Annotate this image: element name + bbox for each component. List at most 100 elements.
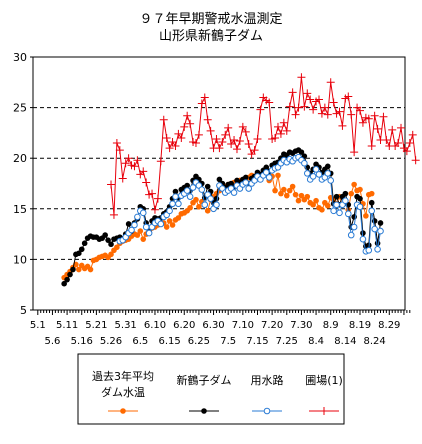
data-point-field [350, 148, 359, 157]
data-point-field [238, 122, 247, 131]
data-point-field [174, 129, 183, 138]
data-point-dam [61, 280, 67, 287]
data-point-dam [125, 221, 132, 227]
data-point-avg3yr [204, 208, 211, 214]
data-point-field [402, 147, 411, 156]
x-tick-label: 7.30 [290, 320, 312, 331]
data-point-field [227, 140, 236, 149]
data-point-avg3yr [363, 213, 369, 219]
data-point-field [335, 107, 344, 116]
data-point-avg3yr [319, 207, 325, 213]
data-point-dam [324, 163, 331, 170]
data-point-canal [303, 170, 311, 177]
data-point-dam [184, 182, 190, 189]
data-point-canal [134, 213, 141, 221]
data-point-field [382, 135, 391, 144]
x-tick-label: 7.25 [276, 336, 298, 347]
data-point-canal [172, 193, 179, 200]
data-point-field [197, 99, 206, 108]
data-point-avg3yr [175, 215, 182, 221]
data-point-field [200, 93, 209, 102]
data-point-canal [230, 189, 238, 196]
data-point-field [394, 139, 403, 148]
data-point-field [306, 95, 315, 104]
x-tick-label: 5.1 [30, 320, 46, 331]
data-point-field [168, 138, 177, 147]
x-tick-label: 7.5 [220, 336, 236, 347]
data-point-canal [350, 223, 358, 231]
data-point-dam [81, 240, 88, 247]
data-point-avg3yr [368, 190, 375, 197]
data-point-field [162, 133, 171, 142]
data-point-field [232, 145, 241, 154]
data-point-canal [309, 173, 317, 180]
data-point-dam [368, 199, 375, 206]
data-point-avg3yr [275, 172, 281, 179]
data-point-avg3yr [137, 228, 144, 234]
legend-label-canal: 用水路 [251, 374, 284, 387]
data-point-dam [374, 240, 381, 247]
data-point-avg3yr [272, 187, 278, 194]
data-point-field [115, 146, 124, 155]
data-point-canal [131, 221, 138, 229]
x-tick-label: 8.19 [349, 320, 371, 331]
data-point-dam [360, 230, 366, 236]
data-point-field [344, 92, 353, 101]
x-tick-label: 6.30 [202, 320, 224, 331]
data-point-avg3yr [134, 232, 141, 238]
data-point-field [370, 111, 379, 120]
data-point-field [153, 194, 162, 203]
data-point-dam [242, 174, 249, 181]
data-point-field [109, 210, 118, 219]
data-point-field [411, 156, 420, 165]
data-point-avg3yr [108, 251, 114, 258]
data-point-avg3yr [351, 181, 357, 188]
x-tick-label: 6.25 [188, 336, 210, 347]
data-point-field [358, 118, 367, 127]
data-point-field [177, 133, 186, 142]
legend-swatch-marker-dam [201, 408, 207, 414]
data-point-dam [263, 164, 270, 171]
data-point-field [203, 115, 212, 124]
data-point-field [397, 123, 406, 132]
data-point-canal [265, 174, 273, 181]
data-point-dam [67, 271, 73, 278]
x-tick-label: 5.11 [56, 320, 78, 331]
data-point-field [291, 110, 300, 119]
data-point-field [215, 144, 224, 153]
data-point-canal [359, 235, 367, 243]
data-point-avg3yr [357, 186, 363, 193]
data-point-canal [377, 227, 384, 235]
data-point-avg3yr [286, 187, 293, 194]
x-tick-label: 6.10 [144, 320, 166, 331]
data-point-field [221, 130, 230, 139]
data-point-field [130, 162, 139, 171]
legend-swatch-marker-canal [263, 407, 271, 415]
data-point-field [405, 139, 414, 148]
data-point-canal [327, 177, 335, 184]
data-point-field [180, 122, 189, 131]
data-point-canal [169, 200, 176, 208]
data-point-canal [128, 226, 135, 234]
data-point-field [150, 205, 159, 214]
data-point-field [323, 110, 332, 119]
chart-title: ９７年早期警戒水温測定 [139, 12, 283, 27]
data-point-field [408, 130, 417, 139]
data-point-field [276, 129, 285, 138]
data-point-canal [374, 245, 381, 253]
data-point-canal [175, 200, 182, 208]
x-tick-label: 8.14 [334, 336, 356, 347]
data-point-canal [356, 203, 364, 211]
data-point-dam [70, 266, 76, 273]
data-point-avg3yr [166, 218, 173, 224]
y-tick-label: 20 [13, 152, 27, 165]
data-point-field [320, 103, 329, 112]
data-point-field [309, 105, 318, 114]
data-point-field [139, 167, 148, 176]
data-point-field [265, 98, 274, 107]
data-point-avg3yr [283, 192, 290, 199]
y-tick-label: 10 [13, 253, 27, 266]
y-tick-label: 5 [20, 304, 27, 317]
x-tick-label: 7.20 [261, 320, 283, 331]
data-point-field [194, 130, 203, 139]
